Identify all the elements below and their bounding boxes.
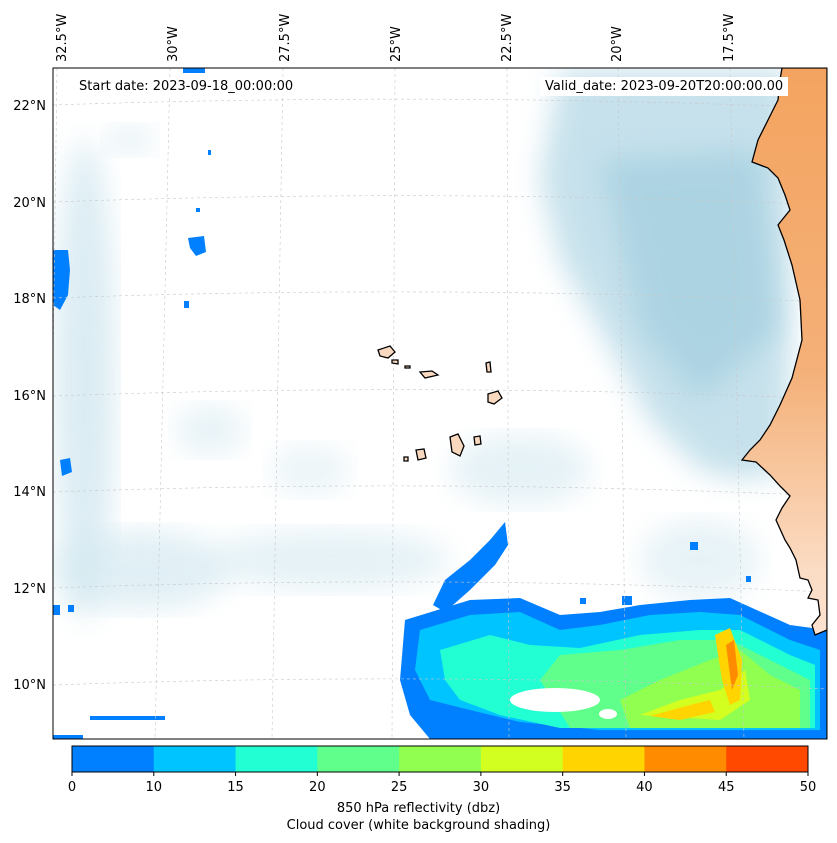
cape-verde-islands (377, 345, 503, 462)
colorbar-segment (399, 746, 482, 772)
start-date-label: Start date: 2023-09-18_00:00:00 (74, 77, 299, 96)
colorbar-tick-label: 0 (68, 780, 76, 795)
lat-label: 12°N (13, 582, 46, 597)
colorbar-tick-label: 25 (391, 780, 408, 795)
valid-date-label: Valid_date: 2023-09-20T20:00:00.00 (540, 77, 789, 96)
lat-label: 18°N (13, 292, 46, 307)
lat-label: 14°N (13, 485, 46, 500)
colorbar-segment (153, 746, 237, 772)
colorbar-tick-label: 35 (554, 780, 571, 795)
lon-label: 30°W (166, 26, 181, 62)
lat-label: 16°N (13, 389, 46, 404)
colorbar-segment (562, 746, 645, 772)
map-area (53, 68, 827, 739)
reflectivity-field (53, 68, 827, 739)
cloud-cover-shading (53, 70, 790, 620)
graticule (53, 68, 827, 739)
colorbar-tick-label: 40 (636, 780, 653, 795)
colorbar-tick-label: 30 (473, 780, 490, 795)
colorbar-segment (235, 746, 318, 772)
lon-label: 17.5°W (722, 14, 737, 62)
colorbar-tick-label: 15 (227, 780, 244, 795)
map-border (52, 67, 828, 740)
africa-landmass (740, 68, 827, 739)
colorbar-segment (317, 746, 400, 772)
colorbar-tick-label: 50 (800, 780, 817, 795)
lon-label: 27.5°W (278, 14, 293, 62)
colorbar-tick-label: 10 (146, 780, 163, 795)
colorbar-segment (72, 746, 155, 772)
lat-label: 22°N (13, 99, 46, 114)
lat-label: 10°N (13, 678, 46, 693)
colorbar-segment (480, 746, 564, 772)
colorbar-border (71, 745, 809, 773)
colorbar-tick-label: 20 (309, 780, 326, 795)
lat-label: 20°N (13, 196, 46, 211)
colorbar-tick-label: 45 (718, 780, 735, 795)
lon-label: 25°W (389, 26, 404, 62)
colorbar: 0 10 15 20 25 30 35 40 45 50 (68, 745, 817, 795)
colorbar-segment (726, 746, 809, 772)
latitude-labels: 22°N 20°N 18°N 16°N 14°N 12°N 10°N (13, 99, 46, 693)
colorbar-segment (644, 746, 727, 772)
longitude-labels: 32.5°W 30°W 27.5°W 25°W 22.5°W 20°W 17.5… (55, 14, 737, 62)
colorbar-subtitle: Cloud cover (white background shading) (286, 818, 551, 833)
lon-label: 32.5°W (55, 14, 70, 62)
lon-label: 22.5°W (500, 14, 515, 62)
lon-label: 20°W (610, 26, 625, 62)
colorbar-title: 850 hPa reflectivity (dbz) (336, 801, 501, 816)
